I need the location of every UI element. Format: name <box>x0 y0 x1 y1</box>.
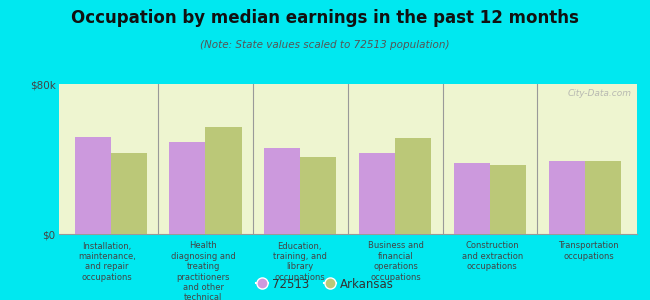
Text: (Note: State values scaled to 72513 population): (Note: State values scaled to 72513 popu… <box>200 40 450 50</box>
Text: Installation,
maintenance,
and repair
occupations: Installation, maintenance, and repair oc… <box>78 242 136 282</box>
Bar <box>265 148 300 234</box>
Text: Construction
and extraction
occupations: Construction and extraction occupations <box>462 242 523 271</box>
Bar <box>75 136 110 234</box>
Text: Education,
training, and
library
occupations: Education, training, and library occupat… <box>272 242 326 282</box>
Bar <box>395 138 431 234</box>
Text: City-Data.com: City-Data.com <box>567 88 631 98</box>
Bar <box>300 157 336 234</box>
Bar <box>359 153 395 234</box>
Text: Health
diagnosing and
treating
practitioners
and other
technical
occupations: Health diagnosing and treating practitio… <box>171 242 235 300</box>
Bar <box>454 163 490 234</box>
Bar <box>170 142 205 234</box>
Bar <box>490 165 526 234</box>
Bar <box>111 153 147 234</box>
Bar <box>549 161 585 234</box>
Text: Occupation by median earnings in the past 12 months: Occupation by median earnings in the pas… <box>71 9 579 27</box>
Bar <box>205 127 242 234</box>
Legend: 72513, Arkansas: 72513, Arkansas <box>256 278 394 291</box>
Text: Transportation
occupations: Transportation occupations <box>558 242 619 261</box>
Text: Business and
financial
operations
occupations: Business and financial operations occupa… <box>368 242 424 282</box>
Bar <box>585 161 621 234</box>
